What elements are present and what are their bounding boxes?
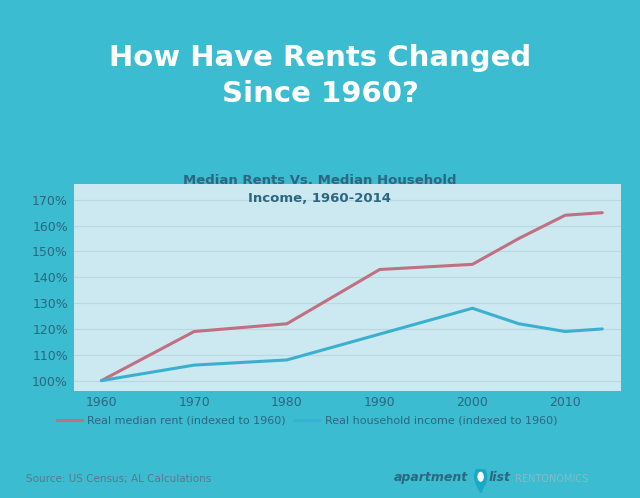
Circle shape [475, 467, 486, 487]
Text: How Have Rents Changed
Since 1960?: How Have Rents Changed Since 1960? [109, 44, 531, 108]
Legend: Real median rent (indexed to 1960), Real household income (indexed to 1960): Real median rent (indexed to 1960), Real… [52, 411, 562, 430]
Text: Median Rents Vs. Median Household
Income, 1960-2014: Median Rents Vs. Median Household Income… [183, 174, 457, 205]
Text: list: list [488, 471, 510, 484]
Text: Source: US Census; AL Calculations: Source: US Census; AL Calculations [26, 474, 211, 484]
Polygon shape [476, 484, 485, 493]
Circle shape [478, 473, 483, 481]
Text: RENTONOMICS: RENTONOMICS [512, 474, 588, 484]
Text: apartment: apartment [394, 471, 468, 484]
